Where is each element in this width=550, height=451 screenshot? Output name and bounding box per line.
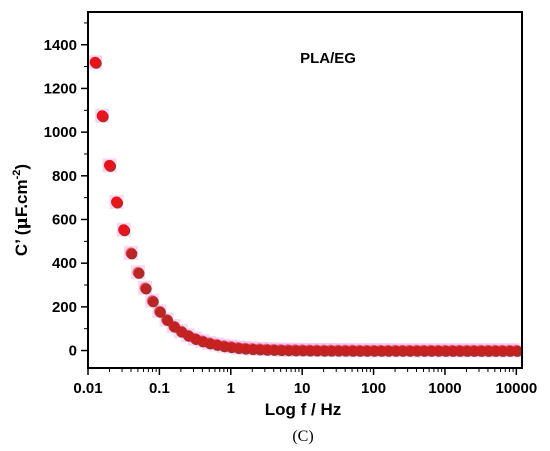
y-tick-label: 600 — [52, 211, 77, 228]
data-point — [103, 159, 115, 171]
y-tick-label: 1400 — [44, 37, 77, 54]
sample-annotation: PLA/EG — [300, 50, 356, 67]
data-point — [111, 196, 123, 208]
data-point — [132, 266, 144, 278]
x-tick-label: 10 — [294, 380, 311, 397]
panel-label: (C) — [292, 428, 313, 445]
y-tick-label: 400 — [52, 255, 77, 272]
data-point — [146, 295, 158, 307]
x-tick-label: 1000 — [428, 380, 461, 397]
plot-frame — [87, 11, 523, 369]
y-axis-title-mu: μ — [12, 217, 32, 229]
y-axis-title: C’ (μF.cm-2) — [11, 164, 32, 256]
data-point — [118, 224, 130, 236]
y-tick-label: 0 — [69, 343, 77, 360]
x-tick-label: 100 — [361, 380, 386, 397]
y-tick-label: 200 — [52, 299, 77, 316]
data-point — [89, 56, 101, 68]
point-halos — [88, 55, 524, 358]
data-point — [161, 314, 173, 326]
red-data-points — [89, 56, 522, 356]
data-point — [153, 305, 165, 317]
y-tick-label: 1000 — [44, 124, 77, 141]
x-tick-label: 0.1 — [149, 380, 170, 397]
y-tick-label: 1200 — [44, 80, 77, 97]
y-tick-label: 800 — [52, 168, 77, 185]
y-axis-title-close: ) — [12, 164, 31, 170]
y-axis-title-main: C’ ( — [12, 229, 31, 256]
x-axis-title: Log f / Hz — [265, 400, 341, 419]
data-point — [125, 247, 137, 259]
x-tick-label: 0.01 — [73, 380, 102, 397]
x-tick-label: 10000 — [495, 380, 537, 397]
y-axis-ticks: 0 200 400 600 800 1000 1200 1400 — [44, 22, 88, 360]
data-point — [510, 344, 522, 356]
data-point — [139, 282, 151, 294]
y-axis-title-sup: -2 — [11, 170, 23, 180]
x-axis-ticks: 0.01 0.1 1 10 100 1000 10000 — [73, 368, 537, 397]
y-axis-title-unit: F.cm — [12, 179, 31, 217]
data-point — [96, 110, 108, 122]
x-tick-label: 1 — [227, 380, 235, 397]
